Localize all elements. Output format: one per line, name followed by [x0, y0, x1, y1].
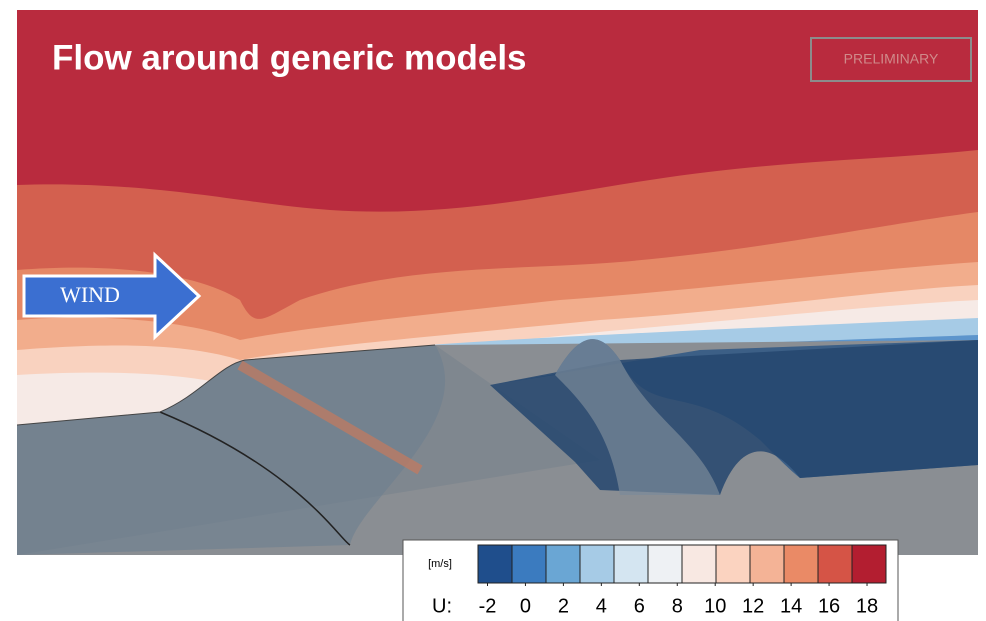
color-swatch — [647, 544, 683, 584]
color-swatch — [851, 544, 887, 584]
tick-label: 6 — [634, 595, 645, 617]
tick-label: 12 — [742, 595, 764, 617]
color-swatch — [783, 544, 819, 584]
color-swatch — [545, 544, 581, 584]
colorbar: -2 0 2 4 6 8 10 12 14 16 18 — [477, 544, 887, 617]
tick-label: 0 — [520, 595, 531, 617]
wind-arrow — [22, 251, 202, 341]
color-swatch — [477, 544, 513, 584]
color-swatch — [681, 544, 717, 584]
title: Flow around generic models — [52, 38, 527, 77]
tick-label: 14 — [780, 595, 802, 617]
tick-label: 18 — [856, 595, 878, 617]
color-swatch — [613, 544, 649, 584]
flow-field — [17, 10, 978, 555]
color-swatch — [817, 544, 853, 584]
tick-label: 16 — [818, 595, 840, 617]
tick-label: 2 — [558, 595, 569, 617]
tick-label: -2 — [479, 595, 497, 617]
colorbar-unit: [m/s] — [428, 558, 452, 570]
color-swatch — [579, 544, 615, 584]
tick-label: 10 — [704, 595, 726, 617]
colorbar-label: U: — [432, 595, 452, 617]
color-swatch — [715, 544, 751, 584]
color-swatch — [511, 544, 547, 584]
tick-label: 4 — [596, 595, 607, 617]
badge-frame — [810, 37, 972, 82]
badge: PRELIMINARY — [844, 51, 939, 67]
wind-label: WIND — [60, 282, 120, 307]
tick-label: 8 — [672, 595, 683, 617]
color-swatch — [749, 544, 785, 584]
